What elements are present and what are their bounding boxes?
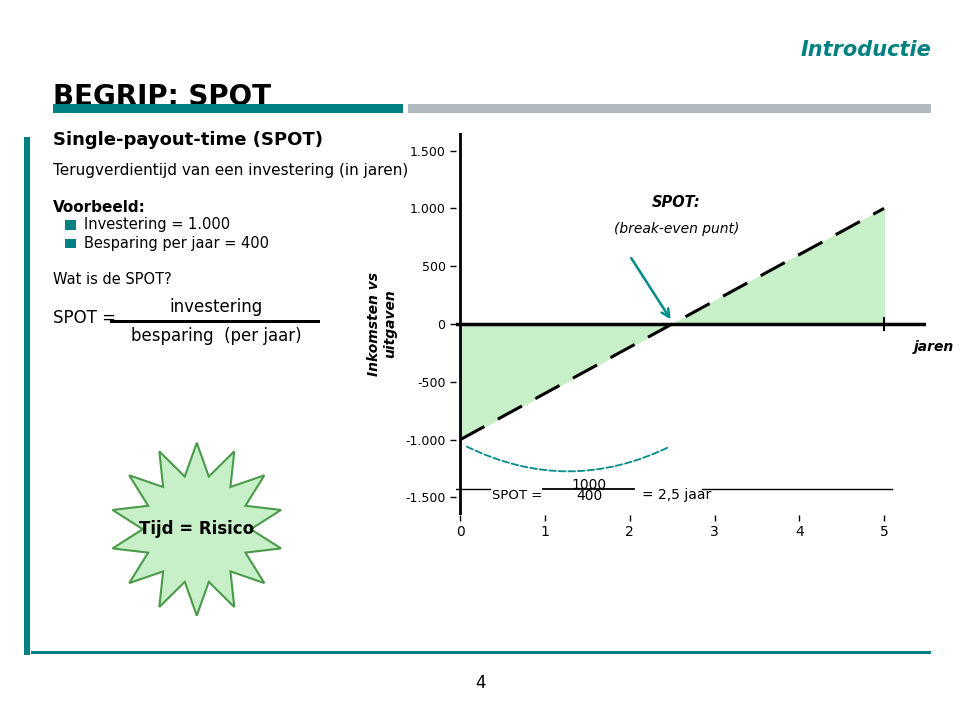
Text: Introductie: Introductie (801, 40, 931, 60)
Text: besparing  (per jaar): besparing (per jaar) (131, 326, 301, 344)
Text: Wat is de SPOT?: Wat is de SPOT? (53, 272, 172, 287)
Bar (24, 137, 30, 655)
Text: jaren: jaren (914, 340, 954, 354)
Y-axis label: Inkomsten vs
uitgaven: Inkomsten vs uitgaven (367, 272, 396, 376)
Bar (110, 320, 320, 323)
Text: Tijd = Risico: Tijd = Risico (139, 520, 254, 539)
Bar (53, 104, 403, 113)
Bar (65, 220, 76, 230)
Text: (break-even punt): (break-even punt) (613, 222, 739, 236)
Text: Investering = 1.000: Investering = 1.000 (84, 217, 230, 232)
Polygon shape (112, 443, 281, 616)
Text: Terugverdientijd van een investering (in jaren): Terugverdientijd van een investering (in… (53, 163, 408, 179)
Text: SPOT:: SPOT: (652, 195, 701, 210)
Bar (31, 651, 931, 654)
Text: Single-payout-time (SPOT): Single-payout-time (SPOT) (53, 131, 323, 149)
Text: BEGRIP: SPOT: BEGRIP: SPOT (53, 83, 271, 111)
Bar (65, 239, 76, 248)
Text: SPOT =: SPOT = (53, 309, 121, 327)
Text: Besparing per jaar = 400: Besparing per jaar = 400 (84, 236, 270, 251)
Text: 4: 4 (475, 674, 485, 691)
Text: investering: investering (169, 299, 263, 317)
Text: 400: 400 (576, 490, 602, 503)
Text: Voorbeeld:: Voorbeeld: (53, 200, 146, 215)
Bar (408, 104, 931, 113)
Text: = 2,5 jaar: = 2,5 jaar (642, 488, 711, 502)
Text: 1000: 1000 (571, 478, 607, 492)
Text: SPOT =: SPOT = (492, 489, 542, 502)
